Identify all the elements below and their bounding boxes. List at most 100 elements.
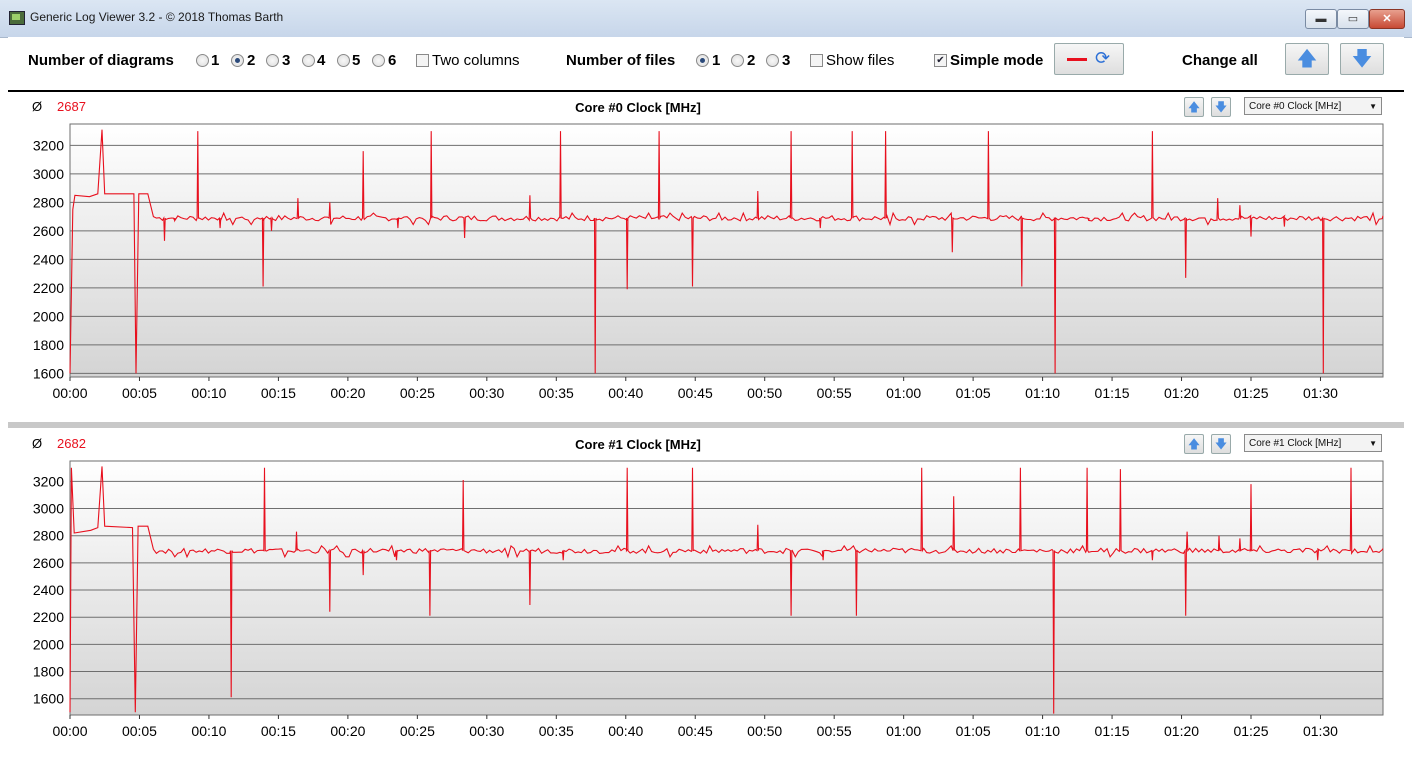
files-radio-2[interactable] — [731, 54, 744, 67]
diagrams-radio-5[interactable] — [337, 54, 350, 67]
close-button[interactable]: ✕ — [1369, 9, 1405, 29]
diagrams-radio-2[interactable] — [231, 54, 244, 67]
x-tick-label: 00:00 — [52, 723, 87, 739]
line-color-button[interactable]: ⟳ — [1054, 43, 1124, 75]
show-files-checkbox[interactable] — [810, 54, 823, 67]
diagram-panel-0: Ø 2687 Core #0 Clock [MHz] 🡅 🡇 Core #0 C… — [8, 92, 1404, 422]
diagram-panel-1: Ø 2682 Core #1 Clock [MHz] 🡅 🡇 Core #1 C… — [8, 429, 1404, 765]
clock-series-line — [69, 129, 1384, 374]
x-tick-label: 00:00 — [52, 385, 87, 401]
files-option-3: 3 — [782, 52, 791, 69]
y-tick-label: 3200 — [33, 473, 64, 489]
chevron-down-icon: ▼ — [1369, 439, 1377, 448]
x-tick-label: 00:40 — [608, 723, 643, 739]
chevron-down-icon: ▼ — [1369, 102, 1377, 111]
panel-separator[interactable] — [8, 422, 1404, 428]
simple-mode-checkbox[interactable]: ✔ — [934, 54, 947, 67]
diagrams-option-1: 1 — [211, 52, 220, 69]
diagram-title: Core #1 Clock [MHz] — [575, 437, 701, 452]
move-down-all-button[interactable]: 🡇 — [1340, 43, 1384, 75]
y-tick-label: 3200 — [33, 137, 64, 153]
diagrams-radio-4[interactable] — [302, 54, 315, 67]
plot-area — [69, 123, 1384, 378]
x-tick-label: 00:15 — [261, 723, 296, 739]
x-tick-label: 01:30 — [1303, 723, 1338, 739]
x-tick-label: 00:15 — [261, 385, 296, 401]
y-tick-label: 1800 — [33, 664, 64, 680]
num-files-label: Number of files — [566, 52, 676, 69]
x-tick-label: 00:25 — [400, 385, 435, 401]
diagrams-radio-6[interactable] — [372, 54, 385, 67]
clock-chart: 1600 1800 2000 2200 2400 2600 2800 3000 3200 00:0… — [33, 123, 1384, 401]
files-option-2: 2 — [747, 52, 756, 69]
arrow-down-icon: 🡇 — [1214, 100, 1228, 114]
clock-chart: 1600 1800 2000 2200 2400 2600 2800 3000 3200 00:0… — [33, 460, 1384, 739]
move-up-all-button[interactable]: 🡅 — [1285, 43, 1329, 75]
change-all-label: Change all — [1182, 52, 1258, 69]
x-tick-label: 00:20 — [330, 385, 365, 401]
x-tick-label: 01:20 — [1164, 385, 1199, 401]
y-tick-label: 2400 — [33, 251, 64, 267]
x-tick-label: 00:35 — [539, 723, 574, 739]
clock-series-line — [69, 466, 1384, 714]
line-color-swatch — [1067, 58, 1087, 61]
x-tick-label: 00:45 — [678, 385, 713, 401]
x-tick-label: 00:25 — [400, 723, 435, 739]
x-tick-label: 00:10 — [191, 385, 226, 401]
minimize-button[interactable]: ▬ — [1305, 9, 1337, 29]
diagrams-option-3: 3 — [282, 52, 291, 69]
arrow-down-icon: 🡇 — [1214, 437, 1228, 451]
x-tick-label: 01:00 — [886, 385, 921, 401]
diagrams-option-4: 4 — [317, 52, 326, 69]
diagrams-radio-1[interactable] — [196, 54, 209, 67]
app-icon — [9, 11, 25, 25]
x-tick-label: 00:05 — [122, 385, 157, 401]
title-bar: Generic Log Viewer 3.2 - © 2018 Thomas B… — [0, 0, 1412, 38]
diagram-header-0: Ø 2687 Core #0 Clock [MHz] 🡅 🡇 Core #0 C… — [8, 92, 1404, 120]
x-tick-label: 00:30 — [469, 385, 504, 401]
y-tick-label: 2600 — [33, 223, 64, 239]
diagram-header-1: Ø 2682 Core #1 Clock [MHz] 🡅 🡇 Core #1 C… — [8, 429, 1404, 457]
x-tick-label: 00:40 — [608, 385, 643, 401]
window-title: Generic Log Viewer 3.2 - © 2018 Thomas B… — [30, 10, 284, 24]
arrow-up-icon: 🡅 — [1296, 48, 1318, 70]
toolbar: Number of diagrams 1 2 3 4 5 6 Two colum… — [8, 37, 1404, 92]
average-value: 2682 — [57, 436, 86, 451]
x-tick-label: 00:45 — [678, 723, 713, 739]
x-tick-label: 00:10 — [191, 723, 226, 739]
y-tick-label: 2600 — [33, 555, 64, 571]
x-tick-label: 00:35 — [539, 385, 574, 401]
sensor-select[interactable]: Core #0 Clock [MHz] ▼ — [1244, 97, 1382, 115]
y-tick-label: 2200 — [33, 609, 64, 625]
maximize-button[interactable]: ▭ — [1337, 9, 1369, 29]
files-radio-1[interactable] — [696, 54, 709, 67]
y-tick-label: 2200 — [33, 280, 64, 296]
y-tick-label: 2800 — [33, 528, 64, 544]
move-up-button[interactable]: 🡅 — [1184, 97, 1204, 117]
x-tick-label: 01:10 — [1025, 385, 1060, 401]
arrow-up-icon: 🡅 — [1187, 100, 1201, 114]
x-tick-label: 01:15 — [1095, 385, 1130, 401]
x-tick-label: 00:50 — [747, 723, 782, 739]
y-tick-label: 1800 — [33, 337, 64, 353]
files-option-1: 1 — [712, 52, 721, 69]
plot-area — [69, 460, 1384, 716]
x-tick-label: 01:10 — [1025, 723, 1060, 739]
move-down-button[interactable]: 🡇 — [1211, 97, 1231, 117]
x-tick-label: 01:30 — [1303, 385, 1338, 401]
move-down-button[interactable]: 🡇 — [1211, 434, 1231, 454]
x-tick-label: 01:05 — [956, 385, 991, 401]
diagrams-radio-3[interactable] — [266, 54, 279, 67]
diagrams-option-6: 6 — [388, 52, 397, 69]
x-tick-label: 00:20 — [330, 723, 365, 739]
sensor-select-value: Core #1 Clock [MHz] — [1249, 438, 1342, 449]
sensor-select[interactable]: Core #1 Clock [MHz] ▼ — [1244, 434, 1382, 452]
x-tick-label: 01:20 — [1164, 723, 1199, 739]
x-tick-label: 00:55 — [817, 723, 852, 739]
num-diagrams-label: Number of diagrams — [28, 52, 174, 69]
move-up-button[interactable]: 🡅 — [1184, 434, 1204, 454]
files-radio-3[interactable] — [766, 54, 779, 67]
two-columns-checkbox[interactable] — [416, 54, 429, 67]
x-tick-label: 01:25 — [1233, 723, 1268, 739]
diagrams-option-2: 2 — [247, 52, 256, 69]
